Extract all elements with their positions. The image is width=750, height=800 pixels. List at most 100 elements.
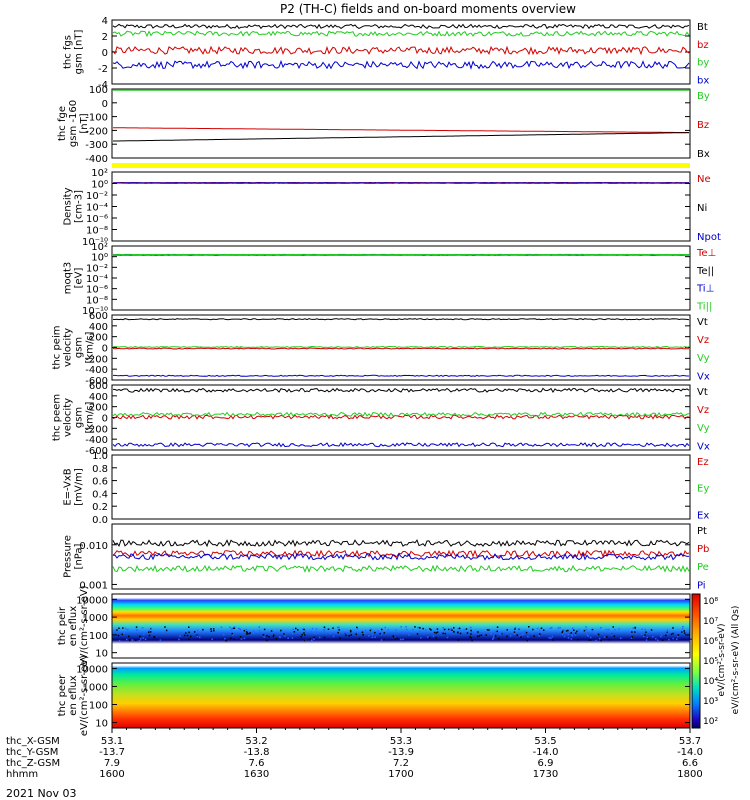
- colorbar: 10⁸ 10⁷ 10⁶ 10⁵ 10⁴ 10³ 10² eV/(cm²-s-sr-eV) eV/…: [691, 593, 741, 729]
- heatmap-speckle: [305, 630, 307, 632]
- heatmap-speckle: [514, 633, 516, 635]
- heatmap-speckle: [492, 638, 494, 640]
- heatmap-speckle: [561, 630, 564, 632]
- x-tick-value: 1600: [99, 769, 124, 780]
- heatmap-speckle: [442, 627, 444, 629]
- colorbar-tick-label: 10⁴: [703, 677, 718, 687]
- heatmap-speckle: [332, 627, 334, 629]
- heatmap-speckle: [453, 627, 455, 629]
- heatmap-speckle: [608, 639, 611, 641]
- y-tick-label: 10⁻⁴: [86, 274, 108, 285]
- legend-Vx: Vx: [697, 441, 710, 452]
- legend-By: By: [697, 91, 710, 102]
- heatmap-speckle: [538, 629, 541, 631]
- heatmap-speckle: [443, 628, 446, 631]
- y-tick-label: 0.001: [79, 580, 108, 591]
- heatmap-speckle: [598, 637, 601, 640]
- heatmap-speckle: [650, 629, 653, 631]
- panel-7: 1.0 0.8 0.60.4 0.2 0.0 E=-VxB [mV/m] Ez Ey Ex: [63, 451, 710, 526]
- heatmap-speckle: [275, 638, 278, 640]
- heatmap-speckle: [408, 631, 411, 634]
- heatmap-speckle: [632, 627, 634, 629]
- heatmap-speckle: [212, 628, 215, 630]
- heatmap-speckle: [634, 626, 636, 629]
- heatmap-speckle: [371, 634, 374, 636]
- heatmap-speckle: [165, 629, 168, 632]
- heatmap-speckle: [233, 626, 236, 628]
- series-line-bx: [112, 59, 690, 70]
- heatmap-speckle: [459, 632, 462, 635]
- colorbar-tick-label: 10⁸: [703, 597, 718, 607]
- heatmap-speckle: [595, 639, 597, 642]
- heatmap-speckle: [337, 631, 339, 634]
- x-tick-value: -13.8: [244, 747, 270, 758]
- heatmap-speckle: [196, 635, 199, 638]
- heatmap-speckle: [463, 629, 465, 631]
- legend-Ne: Ne: [697, 174, 711, 185]
- x-tick-value: -14.0: [533, 747, 559, 758]
- x-tick-value: 1700: [388, 769, 413, 780]
- heatmap-speckle: [458, 627, 461, 629]
- heatmap-speckle: [128, 639, 131, 642]
- heatmap-speckle: [521, 634, 524, 636]
- y-tick-label: 10²: [91, 168, 108, 179]
- y-tick-label: 10⁻¹⁰: [82, 306, 108, 317]
- heatmap-speckle: [419, 630, 421, 632]
- heatmap-speckle: [594, 632, 596, 635]
- heatmap-speckle: [238, 627, 240, 630]
- heatmap-speckle: [528, 626, 530, 628]
- y-axis-label: gsm: [74, 407, 85, 428]
- heatmap-speckle: [412, 629, 414, 631]
- heatmap-speckle: [280, 629, 282, 632]
- y-tick-label: 1000: [83, 613, 108, 624]
- heatmap-speckle: [417, 626, 419, 629]
- x-tick-value: 7.9: [104, 758, 120, 769]
- heatmap-speckle: [418, 627, 421, 629]
- heatmap-speckle: [210, 628, 212, 630]
- heatmap-speckle: [570, 632, 572, 634]
- heatmap-speckle: [453, 631, 455, 633]
- heatmap-speckle: [657, 639, 659, 641]
- heatmap-speckle: [243, 629, 246, 632]
- heatmap-speckle: [570, 638, 573, 640]
- heatmap-speckle: [273, 634, 275, 636]
- heatmap-speckle: [451, 629, 453, 631]
- legend-by: by: [697, 58, 709, 69]
- heatmap-speckle: [567, 629, 569, 632]
- legend-Te⊥: Te⊥: [696, 248, 716, 259]
- legend-Ey: Ey: [697, 484, 709, 495]
- y-tick-label: 10⁻⁶: [86, 214, 108, 225]
- heatmap-speckle: [240, 638, 243, 640]
- panel-2: [112, 163, 690, 168]
- y-axis-label: [km/s]: [85, 401, 96, 433]
- heatmap-speckle: [258, 626, 260, 628]
- heatmap-speckle: [672, 632, 674, 635]
- y-tick-label: 10⁻⁸: [86, 295, 108, 306]
- heatmap-speckle: [344, 632, 346, 634]
- heatmap-speckle: [330, 632, 332, 634]
- heatmap-speckle: [229, 626, 231, 629]
- heatmap-speckle: [450, 627, 452, 630]
- heatmap-speckle: [610, 634, 613, 636]
- y-tick-label: 4: [102, 16, 108, 27]
- heatmap-speckle: [136, 629, 139, 631]
- heatmap-speckle: [356, 628, 359, 630]
- colorbar-tick-label: 10⁵: [703, 657, 718, 667]
- y-axis-label: moqt3: [63, 262, 74, 295]
- panel-0: 4 2 0 -2 -4 thc fgs gsm [nT] Bt bz by bx: [63, 16, 710, 91]
- heatmap-speckle: [538, 635, 540, 637]
- legend-bz: bz: [697, 40, 709, 51]
- heatmap-speckle: [641, 628, 643, 631]
- series-line-Bz: [112, 127, 689, 134]
- heatmap-speckle: [304, 639, 306, 642]
- heatmap-speckle: [470, 629, 472, 632]
- heatmap-speckle: [402, 638, 404, 640]
- series-line-Vy: [112, 345, 690, 349]
- heatmap-speckle: [338, 626, 340, 629]
- heatmap-speckle: [525, 631, 528, 634]
- y-tick-label: 10000: [76, 595, 108, 606]
- series-line-Vx: [112, 442, 690, 448]
